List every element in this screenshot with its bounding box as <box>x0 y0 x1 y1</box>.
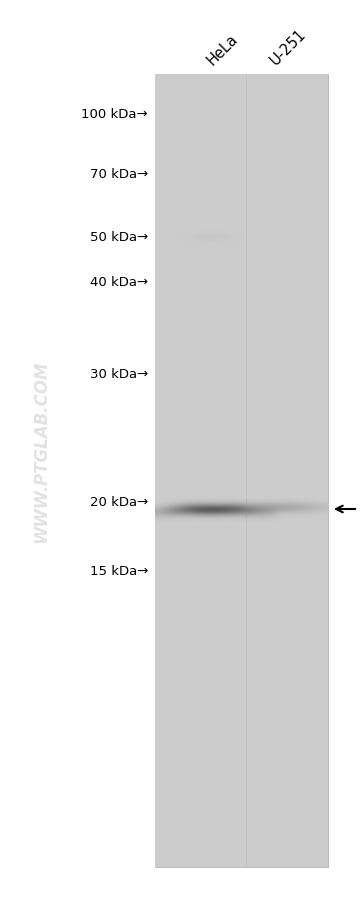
Text: 50 kDa→: 50 kDa→ <box>90 231 148 244</box>
Text: 15 kDa→: 15 kDa→ <box>90 565 148 578</box>
Text: 70 kDa→: 70 kDa→ <box>90 169 148 181</box>
Text: HeLa: HeLa <box>204 32 241 68</box>
Text: 30 kDa→: 30 kDa→ <box>90 368 148 381</box>
Text: WWW.PTGLAB.COM: WWW.PTGLAB.COM <box>32 360 50 542</box>
Bar <box>155 75 328 867</box>
Text: 100 kDa→: 100 kDa→ <box>81 108 148 122</box>
Text: 20 kDa→: 20 kDa→ <box>90 496 148 509</box>
Text: U-251: U-251 <box>267 26 309 68</box>
Text: 40 kDa→: 40 kDa→ <box>90 276 148 290</box>
